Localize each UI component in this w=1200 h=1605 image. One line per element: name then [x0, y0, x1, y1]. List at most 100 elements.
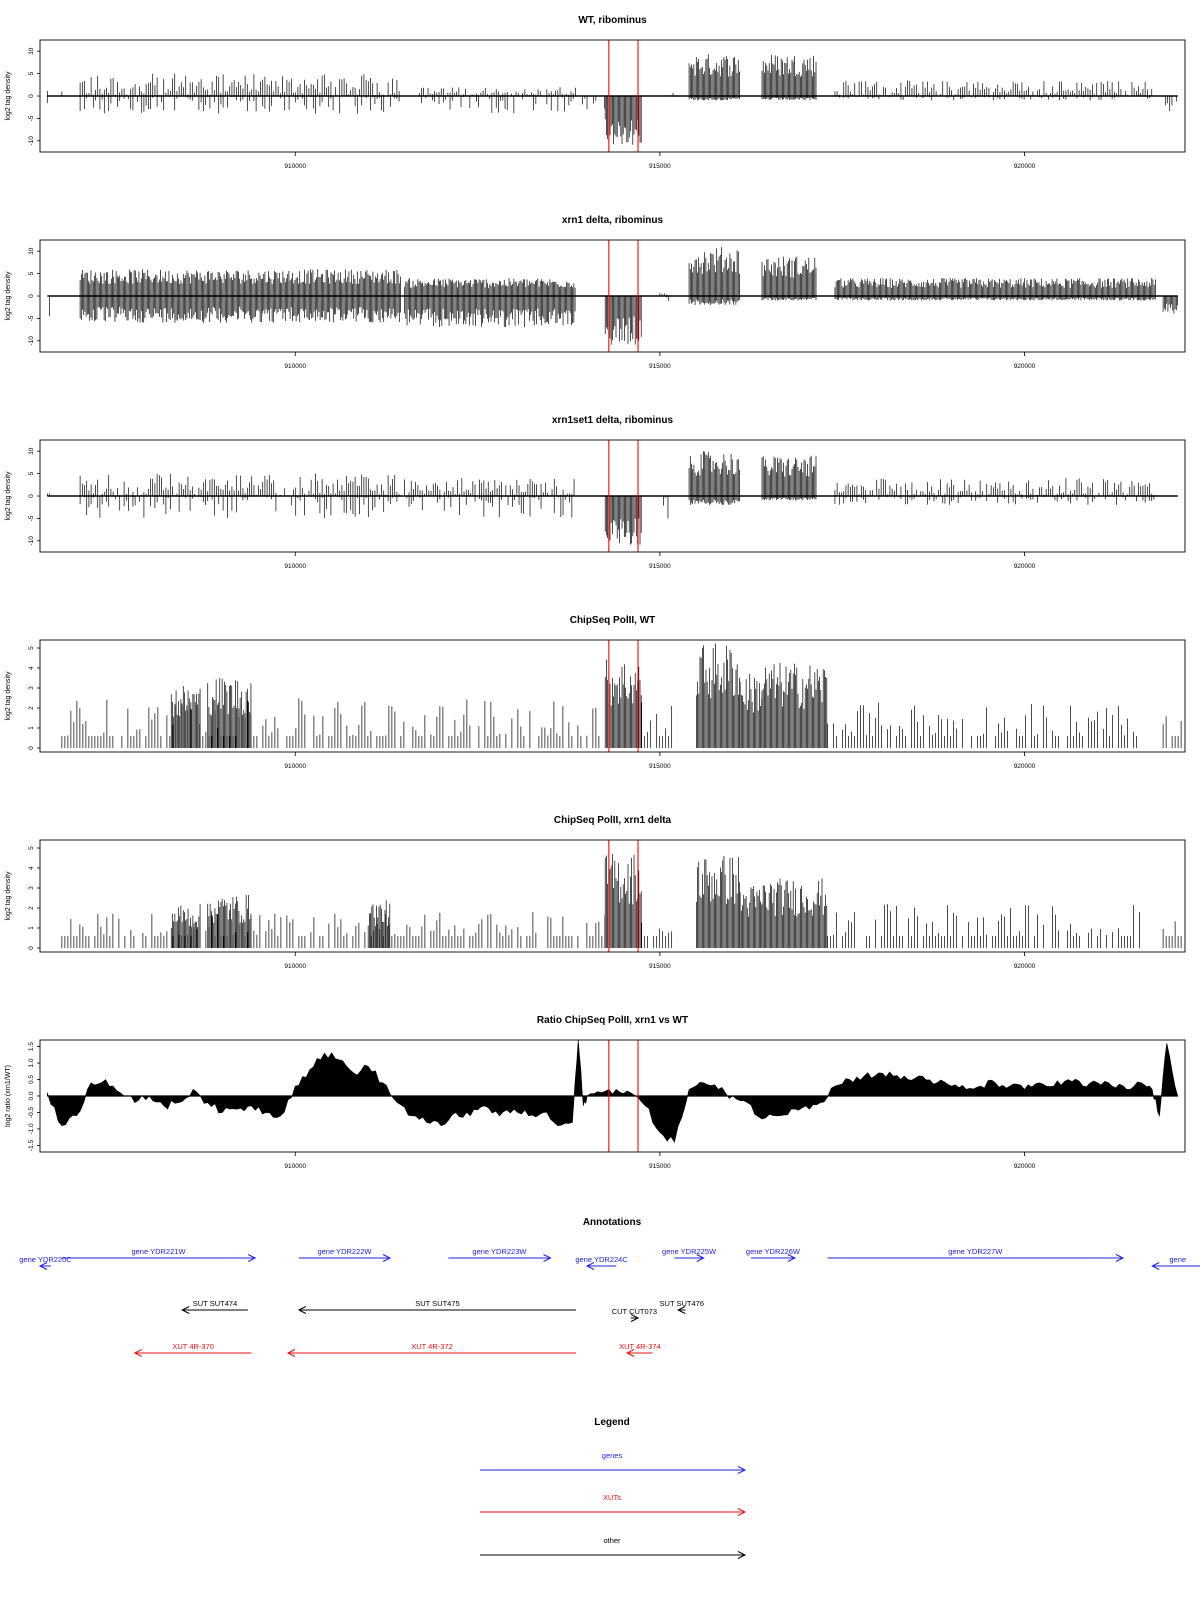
y-tick-label: 10 [28, 247, 35, 255]
signal-region [834, 80, 1155, 101]
feature-gene-ydr227w: gene YDR227W [827, 1247, 1125, 1262]
y-tick-label: -10 [28, 336, 35, 346]
y-tick-label: 2 [28, 906, 35, 910]
signal-region [79, 473, 400, 519]
x-axis: 910000 915000 920000 [284, 952, 1036, 970]
signal-region [61, 912, 606, 948]
data-marks [61, 853, 1182, 948]
x-tick-label: 910000 [284, 563, 306, 570]
y-axis-label: log2 ratio (xrn1/WT) [5, 1065, 12, 1127]
legend-item-xuts: XUTs [480, 1493, 747, 1516]
feature-xut-4r-374: XUT 4R-374 [619, 1342, 661, 1357]
panel-title: Ratio ChipSeq PolII, xrn1 vs WT [537, 1015, 688, 1026]
signal-region [739, 673, 763, 748]
signal-region [1164, 96, 1177, 112]
y-tick-label: 5 [28, 271, 35, 275]
feature-arrowhead [1151, 1262, 1160, 1270]
legend-arrowhead [737, 1466, 747, 1474]
feature-arrowhead [181, 1306, 190, 1314]
y-tick-label: 2 [28, 706, 35, 710]
signal-region [604, 659, 642, 748]
plot-frame [39, 639, 1186, 753]
feature-label: SUT SUT476 [660, 1299, 704, 1308]
x-axis: 910000 915000 920000 [284, 152, 1036, 170]
legend-label: other [603, 1536, 621, 1545]
signal-region [641, 922, 673, 948]
feature-gene-ydr225w: gene YDR225W [662, 1247, 717, 1262]
y-tick-label: 0 [28, 294, 35, 298]
feature-label: SUT SUT475 [415, 1299, 459, 1308]
signal-region [604, 496, 642, 545]
x-tick-label: 915000 [649, 1163, 671, 1170]
panel-title: ChipSeq PolII, WT [570, 615, 656, 626]
feature-arrowhead [286, 1349, 296, 1357]
y-axis-label: log2 tag density [5, 871, 12, 921]
y-axis-label: log2 tag density [5, 71, 12, 121]
y-tick-label: 3 [28, 686, 35, 690]
x-tick-label: 920000 [1014, 763, 1036, 770]
feature-arrowhead [38, 1262, 48, 1270]
feature-arrowhead [625, 1349, 635, 1357]
signal-region [170, 904, 201, 948]
y-axis-label: log2 tag density [5, 471, 12, 521]
y-tick-label: 0.5 [28, 1075, 35, 1084]
x-tick-label: 920000 [1014, 1163, 1036, 1170]
y-tick-label: -5 [28, 315, 35, 321]
signal-region [79, 73, 400, 114]
signal-region [761, 54, 817, 101]
feature-label: CUT CUT073 [612, 1307, 657, 1316]
ratio-area [46, 1039, 1179, 1143]
feature-label: XUT 4R-370 [172, 1342, 214, 1351]
signal-region [604, 853, 642, 948]
legend-label: genes [602, 1451, 623, 1460]
data-marks [47, 247, 1178, 345]
feature-gene-ydr221w: gene YDR221W [61, 1247, 257, 1262]
feature-label: gene YDR227W [948, 1247, 1003, 1256]
x-tick-label: 910000 [284, 363, 306, 370]
feature-label: gene YDR224C [575, 1255, 628, 1264]
y-tick-label: -10 [28, 136, 35, 146]
y-tick-label: 0.0 [28, 1091, 35, 1100]
feature-arrowhead [247, 1254, 257, 1262]
y-tick-label: 0 [28, 746, 35, 750]
feature-arrowhead [677, 1306, 686, 1314]
y-tick-label: -0.5 [28, 1106, 35, 1118]
signal-region [659, 292, 670, 302]
legend-arrowhead [737, 1508, 747, 1516]
x-tick-label: 910000 [284, 1163, 306, 1170]
signal-region [604, 296, 642, 345]
y-tick-label: 1 [28, 726, 35, 730]
panel-1: WT, ribominus log2 tag density -10 -5 0 5 10 91… [5, 15, 1186, 170]
panel-title: WT, ribominus [578, 15, 647, 26]
signal-region [1162, 716, 1182, 748]
feature-label: gene YDR221W [131, 1247, 186, 1256]
data-marks [46, 1039, 1179, 1143]
y-tick-label: -5 [28, 515, 35, 521]
signal-region [827, 702, 1137, 748]
signal-region [641, 702, 673, 748]
feature-arrowhead [585, 1262, 595, 1270]
x-tick-label: 915000 [649, 563, 671, 570]
feature-gene-ydr224c: gene YDR224C [575, 1255, 628, 1270]
feature-gene-ydr222w: gene YDR222W [298, 1247, 392, 1262]
feature-label: gene YDR225W [662, 1247, 717, 1256]
feature-gene-ydr226w: gene YDR226W [746, 1247, 801, 1262]
feature-label: gene YDR226W [746, 1247, 801, 1256]
plot-frame [39, 39, 1186, 153]
signal-region [404, 478, 575, 518]
y-tick-label: 0 [28, 946, 35, 950]
feature-label: XUT 4R-372 [411, 1342, 453, 1351]
y-axis-label: log2 tag density [5, 271, 12, 321]
y-axis: -1.5 -1.0 -0.5 0.0 0.5 1.0 1.5 [28, 1042, 40, 1151]
signal-region [207, 677, 252, 748]
feature-sut-sut474: SUT SUT474 [181, 1299, 248, 1314]
y-axis: 0 1 2 3 4 5 [28, 646, 40, 750]
x-tick-label: 910000 [284, 963, 306, 970]
x-tick-label: 910000 [284, 763, 306, 770]
y-axis: -10 -5 0 5 10 [28, 47, 40, 146]
feature-cut-cut073: CUT CUT073 [612, 1307, 657, 1322]
x-tick-label: 920000 [1014, 163, 1036, 170]
annotations-panel: Annotations gene YDR220C gene YDR221W gene … [19, 1217, 1200, 1357]
signal-region [1162, 921, 1182, 948]
